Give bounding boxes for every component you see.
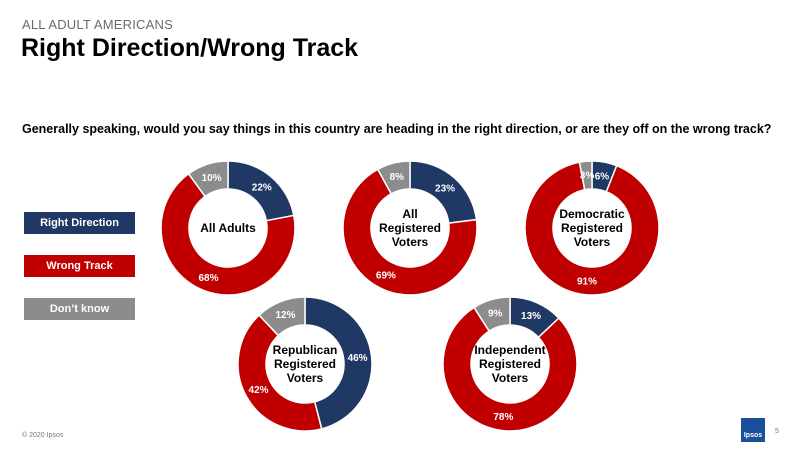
data-label-right-direction: 13% [521, 311, 541, 322]
donut-center-label: Independent Registered Voters [474, 343, 545, 385]
data-label-wrong-track: 91% [577, 276, 597, 287]
legend-dont-know: Don’t know [24, 298, 135, 320]
data-label-dont-know: 8% [390, 172, 405, 183]
data-label-wrong-track: 69% [376, 271, 396, 282]
slice-right-direction [304, 296, 373, 430]
data-label-right-direction: 6% [595, 171, 610, 182]
slice-wrong-track [160, 172, 296, 296]
legend-right-direction: Right Direction [24, 212, 135, 234]
donut-democratic-registered-voters: 6% 91% 3% Democratic Registered Voters [524, 160, 660, 296]
data-label-dont-know: 3% [580, 171, 595, 182]
data-label-right-direction: 23% [435, 184, 455, 195]
slice-wrong-track [442, 306, 578, 432]
legend-wrong-track: Wrong Track [24, 255, 135, 277]
data-label-dont-know: 12% [275, 310, 295, 321]
data-label-wrong-track: 68% [198, 273, 218, 284]
slice-dont-know [473, 296, 511, 333]
donut-center-label: All Adults [200, 221, 256, 235]
survey-question: Generally speaking, would you say things… [22, 122, 772, 136]
donut-all-adults: 22% 68% 10% All Adults [160, 160, 296, 296]
eyebrow-label: ALL ADULT AMERICANS [22, 17, 173, 32]
slice-dont-know [578, 160, 593, 191]
data-label-right-direction: 46% [348, 353, 368, 364]
data-label-wrong-track: 42% [249, 385, 269, 396]
data-label-dont-know: 9% [488, 309, 503, 320]
data-label-right-direction: 22% [252, 183, 272, 194]
slice-wrong-track [524, 161, 660, 296]
donut-center-label: Republican Registered Voters [273, 343, 338, 385]
slice-dont-know [376, 160, 411, 195]
page-number: 5 [775, 428, 779, 435]
data-label-dont-know: 10% [202, 173, 222, 184]
copyright-text: © 2020 Ipsos [22, 432, 64, 439]
ipsos-logo: Ipsos [741, 418, 765, 442]
donut-center-label: Democratic Registered Voters [559, 207, 625, 249]
slice-wrong-track [237, 314, 323, 432]
slice-wrong-track [342, 168, 478, 296]
donut-independent-registered-voters: 13% 78% 9% Independent Registered Voters [442, 296, 578, 432]
donut-republican-registered-voters: 46% 42% 12% Republican Registered Voters [237, 296, 373, 432]
page-title: Right Direction/Wrong Track [21, 34, 359, 62]
donut-center-label: All Registered Voters [379, 207, 441, 249]
slice-dont-know [187, 160, 229, 198]
data-label-wrong-track: 78% [493, 412, 513, 423]
slice-dont-know [258, 296, 306, 337]
donut-all-registered-voters: 23% 69% 8% All Registered Voters [342, 160, 478, 296]
